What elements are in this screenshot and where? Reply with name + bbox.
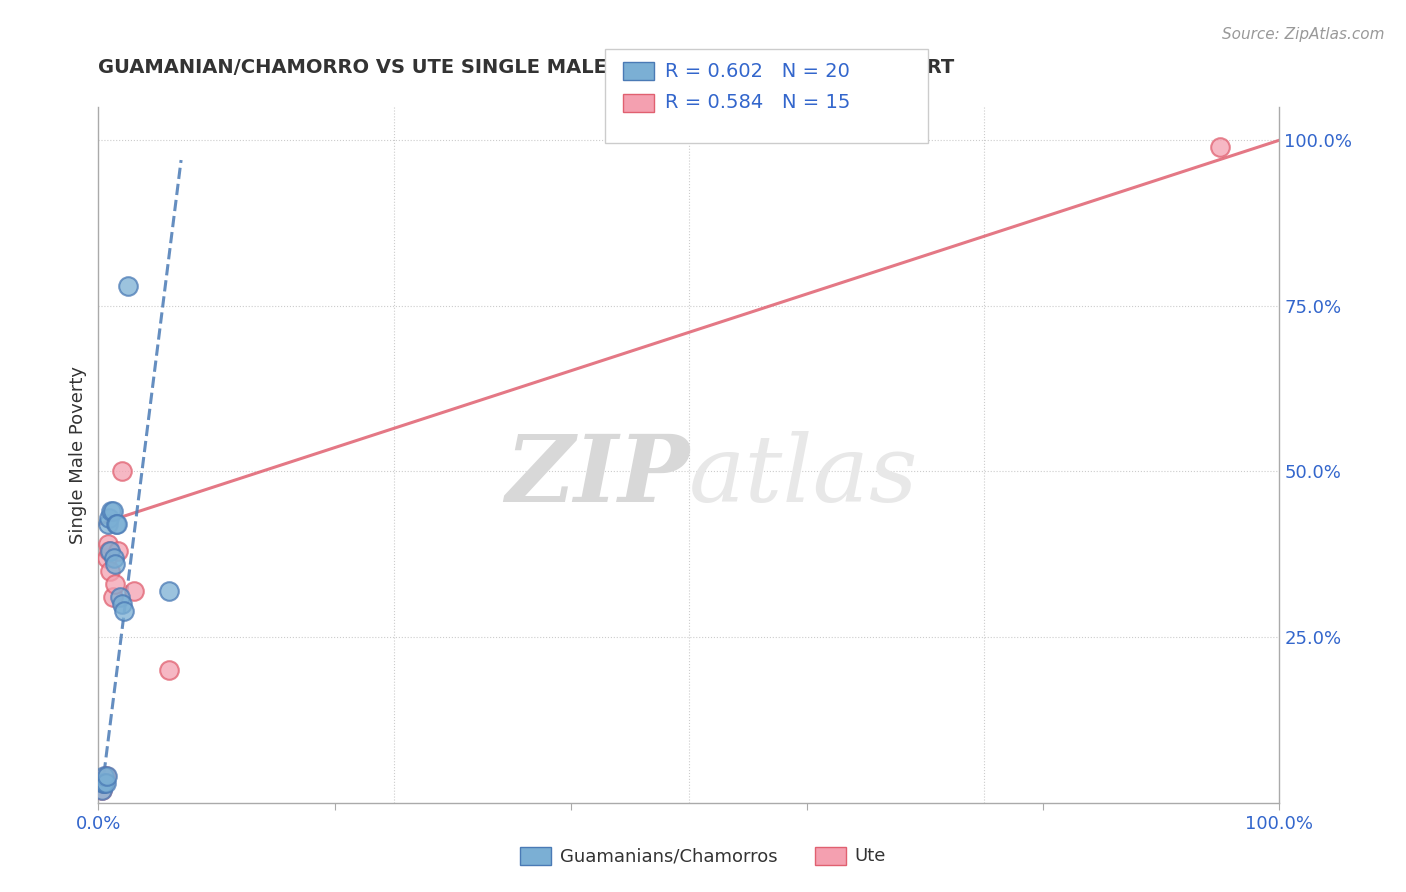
Point [98,544,121,558]
Point [91,776,114,790]
Point [104,577,127,591]
Point [101,504,124,518]
Point [111,465,134,479]
Point [96,550,118,565]
Point [105,517,128,532]
Point [112,604,135,618]
Point [96,769,118,783]
Point [98,544,121,558]
Point [100,504,122,518]
Point [93,769,115,783]
Point [98,564,121,578]
Text: GUAMANIAN/CHAMORRO VS UTE SINGLE MALE POVERTY CORRELATION CHART: GUAMANIAN/CHAMORRO VS UTE SINGLE MALE PO… [98,58,955,77]
Point [94,769,117,783]
Point [93,776,115,790]
Point [98,511,121,525]
Point [104,558,127,572]
Point [122,583,145,598]
Point [111,597,134,611]
Point [108,591,131,605]
Y-axis label: Single Male Poverty: Single Male Poverty [69,366,87,544]
Point [157,663,180,677]
Point [103,550,125,565]
Text: Ute: Ute [855,847,886,865]
Point [97,517,120,532]
Point [105,517,128,532]
Point [91,782,114,797]
Point [91,776,114,790]
Point [1209,140,1232,154]
Point [101,591,124,605]
Text: ZIP: ZIP [505,431,689,521]
Text: R = 0.602   N = 20: R = 0.602 N = 20 [665,62,849,81]
Text: atlas: atlas [689,431,918,521]
Point [91,782,114,797]
Text: Guamanians/Chamorros: Guamanians/Chamorros [560,847,778,865]
Point [157,583,180,598]
Point [93,776,115,790]
Text: R = 0.584   N = 15: R = 0.584 N = 15 [665,93,851,112]
Point [94,776,117,790]
Point [107,544,129,558]
Point [97,537,120,551]
Text: Source: ZipAtlas.com: Source: ZipAtlas.com [1222,27,1385,42]
Point [117,279,139,293]
